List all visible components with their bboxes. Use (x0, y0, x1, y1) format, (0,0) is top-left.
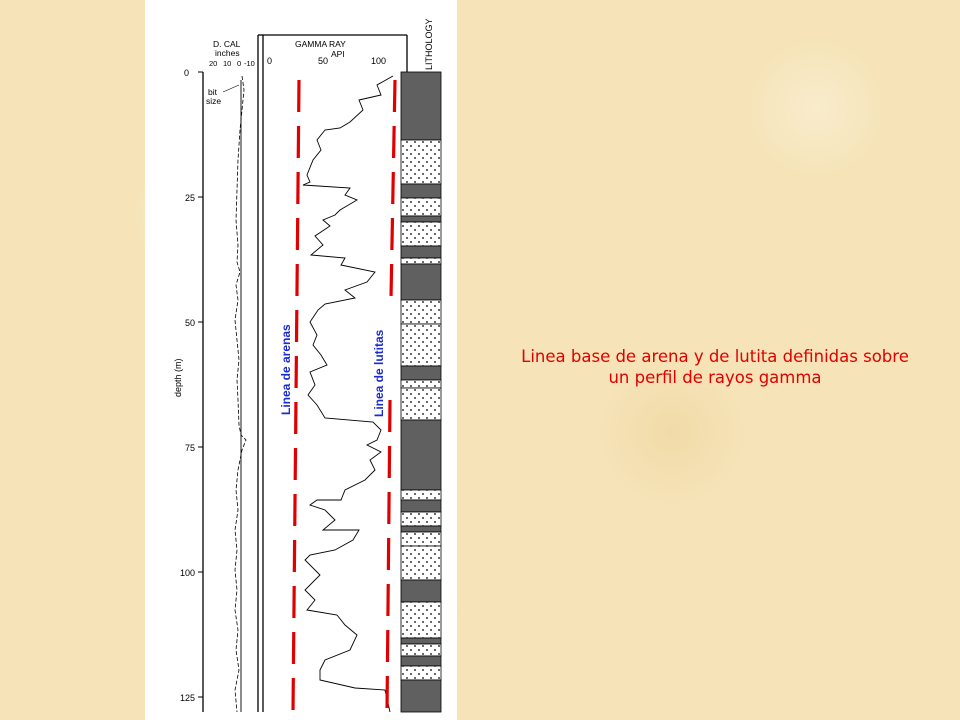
well-log-panel: D. CAL inches 20 10 0 -10 GAMMA RAY API … (145, 0, 457, 720)
litho-sand-11 (400, 531, 442, 547)
caliper-units: inches (215, 48, 240, 58)
caliper-scale-neg10: -10 (244, 59, 255, 68)
litho-shale-13 (400, 679, 442, 713)
litho-shale-7 (400, 419, 442, 491)
gamma-title: GAMMA RAY (295, 39, 346, 49)
litho-sand-10 (400, 511, 442, 527)
depth-label-0: 0 (184, 68, 189, 78)
depth-label-25: 25 (185, 193, 195, 203)
litho-shale-12 (400, 655, 442, 667)
caption-line-2: un perfil de rayos gamma (608, 368, 822, 387)
litho-sand-12 (400, 545, 442, 581)
litho-sand-2 (400, 197, 442, 217)
gamma-scale-50: 50 (318, 56, 328, 66)
caliper-scale-20: 20 (209, 59, 217, 68)
gamma-scale-0: 0 (267, 56, 272, 66)
litho-sand-4 (400, 257, 442, 265)
depth-label-50: 50 (185, 318, 195, 328)
litho-sand-6 (400, 323, 442, 367)
depth-axis-label: depth (m) (173, 358, 183, 397)
well-log-figure: D. CAL inches 20 10 0 -10 GAMMA RAY API … (173, 18, 442, 713)
litho-sand-1 (400, 139, 442, 185)
lithology-title: LITHOLOGY (424, 18, 434, 70)
shale-baseline-label: Linea de lutitas (372, 329, 386, 417)
litho-shale-8 (400, 499, 442, 513)
sand-baseline-label: Linea de arenas (279, 324, 293, 415)
size-label: size (206, 96, 221, 106)
litho-shale-11 (400, 637, 442, 645)
litho-shale-9 (400, 525, 442, 533)
figure-caption: Linea base de arena y de lutita definida… (480, 346, 950, 388)
gamma-ray-curve (302, 75, 394, 713)
caliper-curve (234, 75, 247, 713)
litho-sand-14 (400, 643, 442, 657)
bit-label: bit (208, 87, 218, 97)
litho-sand-7 (400, 379, 442, 389)
litho-shale-6 (400, 365, 442, 381)
depth-label-75: 75 (185, 443, 195, 453)
litho-sand-5 (400, 299, 442, 325)
caliper-title: D. CAL (213, 39, 241, 49)
gamma-units: API (331, 49, 345, 59)
shale-baseline-upper (389, 79, 397, 299)
litho-shale-4 (400, 245, 442, 259)
sand-baseline (291, 79, 301, 713)
caliper-scale-0: 0 (237, 59, 241, 68)
litho-shale-2 (400, 183, 442, 199)
litho-sand-15 (400, 665, 442, 681)
litho-sand-3 (400, 221, 442, 247)
litho-shale-1 (400, 71, 442, 141)
caption-line-1: Linea base de arena y de lutita definida… (521, 347, 909, 366)
caliper-scale-10: 10 (223, 59, 231, 68)
depth-label-100: 100 (180, 568, 195, 578)
litho-sand-13 (400, 601, 442, 639)
depth-label-125: 125 (180, 693, 195, 703)
litho-shale-3 (400, 215, 442, 223)
bit-size-leader (222, 84, 240, 93)
litho-shale-10 (400, 579, 442, 603)
depth-ticks (198, 71, 203, 698)
shale-baseline-lower (385, 399, 392, 713)
lithology-column (400, 71, 442, 713)
gamma-scale-100: 100 (371, 56, 386, 66)
litho-shale-5 (400, 263, 442, 301)
litho-sand-9 (400, 489, 442, 501)
litho-sand-8 (400, 387, 442, 421)
